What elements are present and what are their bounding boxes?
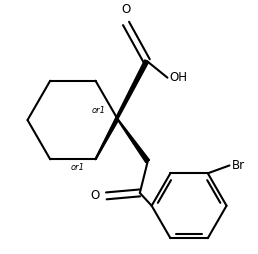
- Text: or1: or1: [91, 106, 106, 115]
- Text: or1: or1: [71, 163, 85, 172]
- Text: O: O: [90, 189, 99, 202]
- Text: OH: OH: [170, 71, 187, 84]
- Text: Br: Br: [231, 159, 245, 172]
- Text: O: O: [122, 3, 131, 15]
- Polygon shape: [95, 60, 149, 160]
- Polygon shape: [118, 120, 150, 163]
